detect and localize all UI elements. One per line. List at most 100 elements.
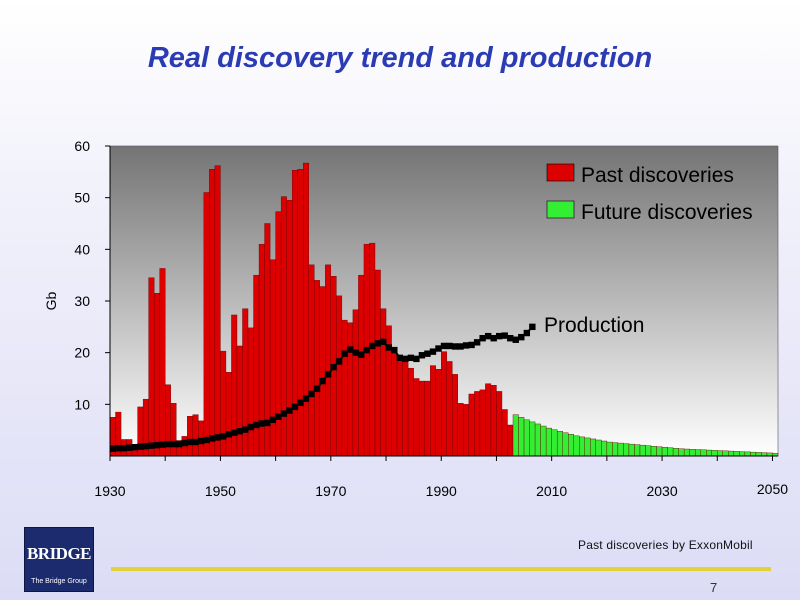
legend-swatch-future [546,200,575,219]
future-discovery-bar [534,423,541,457]
past-discovery-bar [418,380,425,457]
production-point [242,426,249,433]
future-discovery-bar [717,450,723,457]
future-discovery-bar [711,450,718,457]
past-discovery-bar [325,264,332,457]
production-point [451,343,459,350]
production-point [335,358,343,365]
page-number: 7 [710,580,718,595]
future-discovery-bar [733,451,740,457]
production-point [214,434,221,441]
past-discovery-bar [192,414,199,457]
production-point [159,441,166,448]
future-discovery-bar [556,431,563,457]
past-discovery-bar [391,348,398,457]
past-discovery-bar [286,200,293,457]
production-point [236,428,243,435]
past-discovery-bar [429,365,436,457]
production-point [352,349,359,356]
past-discovery-bar [203,192,210,457]
production-point [496,332,503,340]
production-point [181,439,188,447]
future-discovery-bar [562,432,569,457]
past-discovery-bar [159,268,166,457]
production-point [308,390,315,398]
logo-main-text: BRIDGE [26,544,92,563]
past-discovery-bar [291,170,298,457]
future-discovery-bar [672,448,679,457]
past-discovery-bar [501,409,508,457]
production-point [137,443,144,450]
future-discovery-bar [634,444,641,457]
future-discovery-bar [678,448,685,457]
y-tick-label: 50 [74,190,90,206]
past-discovery-bar [407,367,414,457]
future-discovery-bar [529,421,536,457]
production-point [131,444,139,451]
future-discovery-bar [623,443,630,457]
production-point [164,440,172,448]
production-point [286,407,293,414]
production-point [120,445,128,452]
production-point [269,416,277,424]
production-point [507,335,514,342]
future-discovery-bar [606,441,613,457]
past-discovery-bar [358,274,365,457]
future-discovery-bar [706,449,712,457]
past-discovery-bar [341,319,348,457]
production-point [457,343,464,350]
past-discovery-bar [319,286,326,457]
legend-label-future: Future discoveries [581,201,753,224]
future-discovery-bar [584,437,591,457]
future-discovery-bar [639,444,646,457]
future-discovery-bar [650,445,657,457]
future-discovery-bar [512,414,519,457]
production-point [512,336,519,343]
production-point [501,332,508,339]
production-point [523,329,531,337]
y-axis-label: Gb [43,291,59,310]
production-point [385,344,392,351]
production-point [275,413,282,420]
past-discovery-bar [303,162,309,457]
past-discovery-bar [457,403,464,457]
production-point [484,332,492,340]
past-discovery-bar [380,308,387,457]
x-axis-ticks: 1930 1950 1970 1990 2010 2030 2050 [94,456,788,499]
y-axis-ticks: 10 20 30 40 50 60 [74,138,110,412]
past-discovery-bar [396,360,403,457]
production-point [369,342,376,350]
y-tick-label: 40 [74,241,90,257]
production-point [440,342,448,350]
x-tick-label: 1930 [94,483,125,499]
future-discovery-bar [590,438,597,457]
production-point [225,431,232,438]
future-discovery-bar [689,449,696,457]
production-point [462,342,470,349]
production-point [324,371,332,378]
production-point [330,363,337,371]
production-point [109,445,116,452]
future-discovery-bar [656,446,663,457]
past-discovery-bar [413,378,420,457]
future-discovery-bar [761,452,768,457]
production-point [247,423,254,431]
past-discovery-bar [441,351,447,457]
production-point [518,333,525,341]
production-point [197,437,205,445]
production-point [192,438,199,446]
future-discovery-bar [617,442,624,457]
production-point [468,341,475,349]
future-discovery-bar [667,447,674,457]
past-discovery-bar [187,416,194,457]
past-discovery-bar [463,404,470,457]
past-discovery-bar [153,293,160,457]
past-discovery-bar [374,269,381,457]
production-point [186,438,194,446]
future-discovery-bar [750,451,757,457]
production-point [115,445,122,452]
past-discovery-bar [170,403,177,457]
future-discovery-bar [722,450,729,457]
future-discovery-bar [612,442,619,457]
production-point [490,335,497,342]
